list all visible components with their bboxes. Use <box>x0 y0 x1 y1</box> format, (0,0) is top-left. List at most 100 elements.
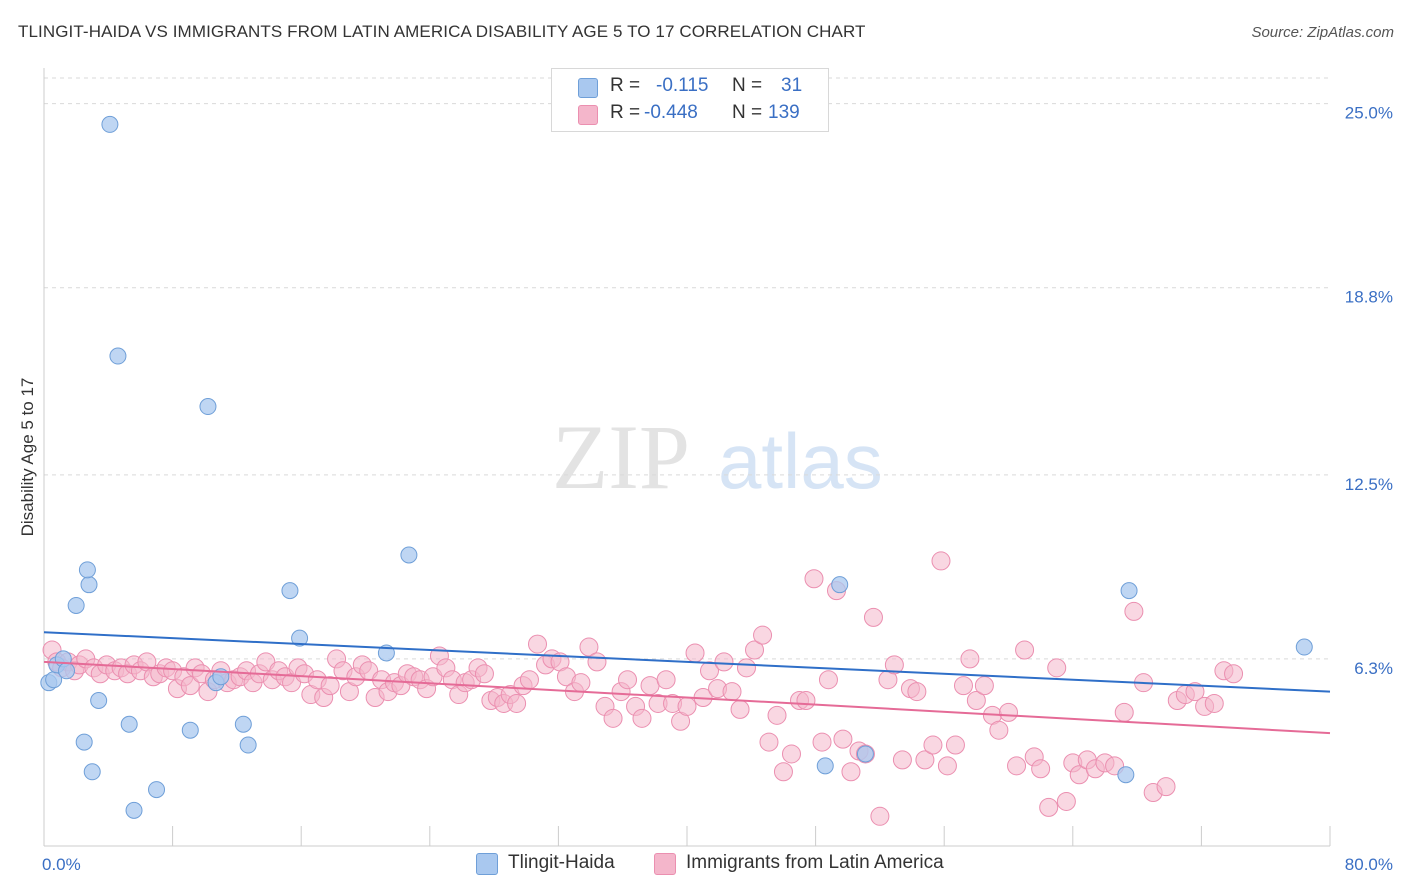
blue-point <box>125 801 143 819</box>
pink-point <box>1185 682 1205 702</box>
pink-point <box>767 705 787 725</box>
y-tick-label: 6.3% <box>1354 659 1393 678</box>
watermark-zip: ZIP <box>552 406 690 508</box>
pink-point <box>796 690 816 710</box>
blue-point <box>1117 766 1135 784</box>
legend-r-value: -0.448 <box>644 102 698 123</box>
blue-point <box>400 546 418 564</box>
watermark-atlas: atlas <box>718 417 883 505</box>
blue-point <box>120 715 138 733</box>
pink-point <box>714 652 734 672</box>
pink-point <box>579 637 599 657</box>
blue-point <box>67 596 85 614</box>
x-axis-ticks <box>172 826 1331 846</box>
pink-point <box>1039 797 1059 817</box>
blue-point <box>856 745 874 763</box>
pink-point <box>632 708 652 728</box>
pink-point <box>528 634 548 654</box>
blue-point <box>58 662 76 680</box>
bottom-legend-immigrants: Immigrants from Latin America <box>654 852 974 876</box>
pink-point <box>870 806 890 826</box>
bottom-legend-label: Tlingit-Haida <box>508 852 615 873</box>
pink-point <box>1114 702 1134 722</box>
pink-point <box>1031 759 1051 779</box>
trend-line-tlingit-haida <box>43 631 1331 693</box>
pink-point <box>519 670 539 690</box>
legend-row-immigrants: R = -0.448 N = 139 <box>552 102 828 128</box>
y-axis-label: Disability Age 5 to 17 <box>18 378 37 537</box>
pink-point <box>700 661 720 681</box>
legend-r-label: R = <box>610 75 641 96</box>
pink-point <box>1204 693 1224 713</box>
blue-point <box>75 733 93 751</box>
pink-point <box>320 676 340 696</box>
legend-n-value: 139 <box>768 102 800 123</box>
pink-point <box>180 676 200 696</box>
pink-point <box>507 693 527 713</box>
pink-point <box>960 649 980 669</box>
pink-point <box>722 682 742 702</box>
pink-point <box>937 756 957 776</box>
bottom-legend-swatch-blue <box>476 853 498 875</box>
correlation-legend: R = -0.115 N = 31 R = -0.448 N = 139 <box>551 68 829 132</box>
pink-point <box>989 720 1009 740</box>
blue-point <box>148 781 166 799</box>
bottom-legend-label: Immigrants from Latin America <box>686 852 944 873</box>
pink-point <box>1056 791 1076 811</box>
y-tick-label: 12.5% <box>1345 475 1393 494</box>
pink-point <box>618 670 638 690</box>
pink-point <box>1124 601 1144 621</box>
pink-point <box>863 607 883 627</box>
blue-point <box>109 347 127 365</box>
blue-point <box>101 115 119 133</box>
watermark: ZIP atlas <box>552 406 883 508</box>
blue-point <box>816 757 834 775</box>
pink-point <box>1156 777 1176 797</box>
blue-point <box>78 561 96 579</box>
blue-point <box>80 576 98 594</box>
legend-n-label: N = <box>732 102 763 123</box>
pink-point <box>571 673 591 693</box>
y-tick-label: 18.8% <box>1345 288 1393 307</box>
series-tlingit-haida <box>40 115 1313 819</box>
pink-point <box>736 658 756 678</box>
blue-point <box>199 398 217 416</box>
pink-point <box>685 643 705 663</box>
legend-swatch-pink <box>578 105 598 125</box>
pink-point <box>773 762 793 782</box>
pink-point <box>1007 756 1027 776</box>
legend-swatch-blue <box>578 78 598 98</box>
blue-point <box>239 736 257 754</box>
pink-point <box>804 569 824 589</box>
pink-point <box>953 676 973 696</box>
y-tick-label: 25.0% <box>1345 104 1393 123</box>
pink-point <box>923 735 943 755</box>
pink-point <box>812 732 832 752</box>
bottom-legend-swatch-pink <box>654 853 676 875</box>
pink-point <box>915 750 935 770</box>
pink-point <box>841 762 861 782</box>
blue-point <box>1120 582 1138 600</box>
blue-point <box>234 715 252 733</box>
pink-point <box>892 750 912 770</box>
blue-point <box>831 576 849 594</box>
pink-point <box>474 664 494 684</box>
pink-point <box>781 744 801 764</box>
pink-point <box>931 551 951 571</box>
legend-r-label: R = <box>610 102 641 123</box>
trend-lines <box>43 631 1331 735</box>
pink-point <box>730 699 750 719</box>
pink-point <box>745 640 765 660</box>
gridlines <box>44 77 1330 660</box>
pink-point <box>833 729 853 749</box>
pink-point <box>974 676 994 696</box>
x-tick-label-max: 80.0% <box>1345 855 1393 874</box>
legend-n-label: N = <box>732 75 763 96</box>
trend-line-immigrants <box>43 660 1331 735</box>
pink-point <box>759 732 779 752</box>
pink-point <box>818 670 838 690</box>
pink-point <box>884 655 904 675</box>
blue-point <box>291 629 309 647</box>
legend-n-value: 31 <box>781 75 803 96</box>
